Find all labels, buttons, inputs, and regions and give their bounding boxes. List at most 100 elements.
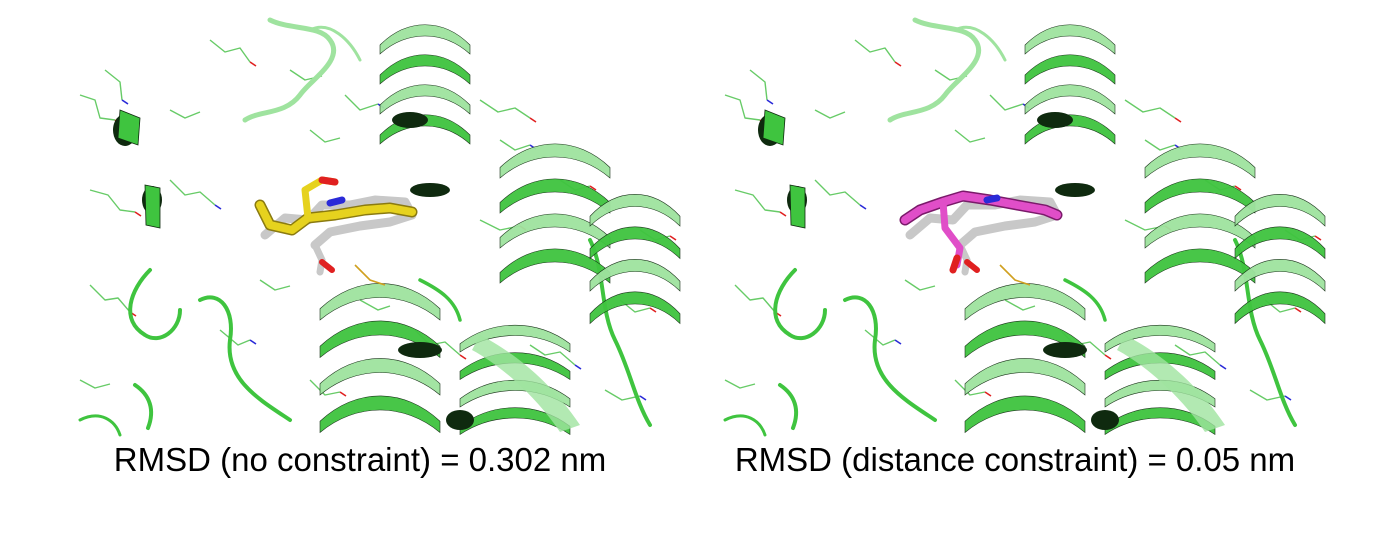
side-chain-0 xyxy=(79,94,116,121)
ribbon-coil-4 xyxy=(778,383,799,430)
docked-ligand xyxy=(256,201,416,234)
helix-shadow-0 xyxy=(392,112,428,128)
atom-tip-13 xyxy=(639,395,647,401)
beta-strand-0 xyxy=(762,109,786,146)
side-chain-15 xyxy=(724,379,756,389)
side-chain-18 xyxy=(814,109,846,119)
alpha-helix-0 xyxy=(379,24,471,145)
side-chain-22 xyxy=(259,279,291,291)
side-chain-17 xyxy=(499,139,531,151)
rmsd-caption-left: RMSD (no constraint) = 0.302 nm xyxy=(113,441,607,478)
atom-tip-2 xyxy=(894,61,902,67)
side-chain-14 xyxy=(604,389,641,401)
ribbon-coil-0 xyxy=(887,17,982,123)
side-chain-14 xyxy=(1249,389,1286,401)
helix-shadow-5 xyxy=(446,410,474,430)
ribbon-coil-1 xyxy=(773,268,827,341)
side-chain-9 xyxy=(89,284,131,313)
docked-ligand xyxy=(901,192,1061,224)
side-chain-12 xyxy=(529,344,576,366)
atom-tip-17 xyxy=(1314,235,1322,241)
atom-tip-6 xyxy=(859,204,867,210)
atom-tip-16 xyxy=(589,185,597,191)
protein-structure-panel-left xyxy=(60,0,700,440)
side-chain-2 xyxy=(854,39,896,63)
helix-shadow-1 xyxy=(1055,183,1095,197)
atom-tip-12 xyxy=(649,307,657,313)
atom-tip-14 xyxy=(1104,354,1112,360)
beta-strand-2 xyxy=(1117,335,1225,432)
reference-ligand-oxygen xyxy=(964,259,980,273)
side-chain-17 xyxy=(1144,139,1176,151)
ribbon-coil-6 xyxy=(953,25,1007,62)
atom-tip-11 xyxy=(1219,364,1227,370)
docked-ligand-oxygen xyxy=(949,254,961,274)
beta-strand-1 xyxy=(789,184,806,229)
atom-tip-9 xyxy=(894,339,902,345)
helix-shadow-1 xyxy=(410,183,450,197)
docked-ligand-nitrogen xyxy=(326,196,346,207)
helix-shadow-0 xyxy=(1037,112,1073,128)
atom-tip-14 xyxy=(459,354,467,360)
ribbon-coil-4 xyxy=(133,383,154,430)
side-chain-20 xyxy=(954,129,986,143)
side-chain-11 xyxy=(309,379,341,396)
atom-tip-5 xyxy=(779,211,787,217)
alpha-helix-0 xyxy=(1024,24,1116,145)
sulfur-residue xyxy=(354,264,386,286)
side-chain-4 xyxy=(344,94,379,111)
atom-tip-1 xyxy=(766,99,774,105)
side-chain-2 xyxy=(209,39,251,63)
alpha-helix-1 xyxy=(499,143,611,284)
side-chain-6 xyxy=(734,189,781,213)
ribbon-coil-0 xyxy=(242,17,337,123)
helix-shadow-4 xyxy=(1043,342,1087,358)
atom-tip-6 xyxy=(214,204,222,210)
ribbon-coil-7 xyxy=(78,414,122,437)
side-chain-0 xyxy=(724,94,761,121)
protein-render-right xyxy=(723,17,1326,437)
atom-tip-10 xyxy=(984,391,992,397)
reference-ligand xyxy=(905,195,1062,250)
docked-ligand-nitrogen xyxy=(983,194,1001,204)
side-chain-9 xyxy=(734,284,776,313)
side-chain-15 xyxy=(79,379,111,389)
side-chain-5 xyxy=(1124,99,1176,119)
side-chain-6 xyxy=(89,189,136,213)
side-chain-12 xyxy=(1174,344,1221,366)
atom-tip-10 xyxy=(339,391,347,397)
protein-render-left xyxy=(78,17,681,437)
side-chain-23 xyxy=(359,299,391,311)
side-chain-5 xyxy=(479,99,531,119)
atom-tip-17 xyxy=(669,235,677,241)
side-chain-4 xyxy=(989,94,1024,111)
side-chain-20 xyxy=(309,129,341,143)
alpha-helix-1 xyxy=(1144,143,1256,284)
alpha-helix-3 xyxy=(319,283,441,434)
beta-strand-1 xyxy=(144,184,161,229)
ribbon-coil-6 xyxy=(308,25,362,62)
helix-shadow-5 xyxy=(1091,410,1119,430)
ribbon-coil-2 xyxy=(843,295,937,422)
side-chain-10 xyxy=(219,329,251,346)
beta-strand-2 xyxy=(472,335,580,432)
alpha-helix-2 xyxy=(1234,194,1326,325)
ribbon-coil-7 xyxy=(723,414,767,437)
atom-tip-5 xyxy=(134,211,142,217)
side-chain-1 xyxy=(749,69,768,101)
docked-ligand-oxygen xyxy=(318,176,339,186)
ribbon-coil-3 xyxy=(1063,278,1107,322)
side-chain-22 xyxy=(904,279,936,291)
side-chain-1 xyxy=(104,69,123,101)
atom-tip-13 xyxy=(1284,395,1292,401)
side-chain-18 xyxy=(169,109,201,119)
side-chain-23 xyxy=(1004,299,1036,311)
sulfur-residue xyxy=(999,264,1031,286)
side-chain-11 xyxy=(954,379,986,396)
atom-tip-1 xyxy=(121,99,129,105)
atom-tip-2 xyxy=(249,61,257,67)
ribbon-coil-1 xyxy=(128,268,182,341)
ribbon-coil-2 xyxy=(198,295,292,422)
atom-tip-4 xyxy=(529,117,537,123)
side-chain-7 xyxy=(169,179,216,206)
